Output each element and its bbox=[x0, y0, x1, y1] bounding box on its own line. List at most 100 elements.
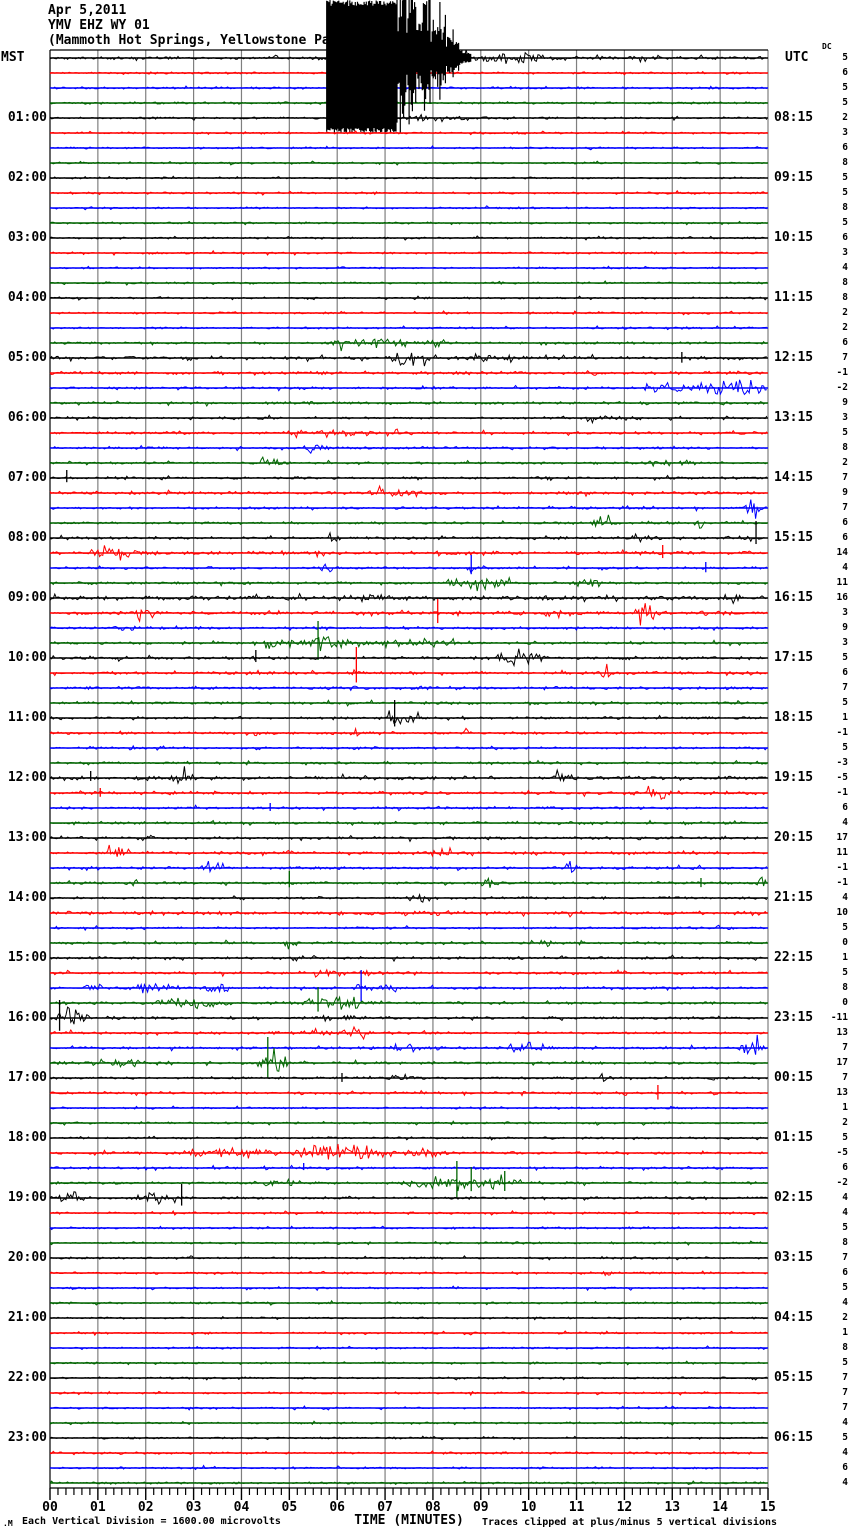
trace-row-95 bbox=[49, 1480, 768, 1485]
trace-noise bbox=[49, 1072, 768, 1083]
trace-noise bbox=[49, 685, 768, 692]
trace-row-14 bbox=[49, 265, 768, 270]
trace-row-61 bbox=[49, 968, 768, 978]
trace-row-8 bbox=[49, 175, 768, 180]
trace-noise bbox=[49, 939, 768, 950]
trace-row-25 bbox=[50, 428, 768, 440]
trace-noise bbox=[49, 1143, 767, 1160]
trace-row-7 bbox=[49, 160, 768, 166]
trace-noise bbox=[49, 1209, 768, 1216]
trace-noise bbox=[49, 1480, 767, 1485]
trace-noise bbox=[49, 1390, 767, 1397]
grid bbox=[49, 49, 769, 1500]
trace-row-59 bbox=[49, 939, 768, 950]
trace-noise bbox=[49, 699, 767, 707]
trace-row-28 bbox=[49, 470, 768, 483]
trace-noise bbox=[49, 370, 767, 376]
trace-row-16 bbox=[49, 295, 768, 301]
main-event-blob bbox=[326, 0, 472, 133]
trace-noise bbox=[49, 456, 768, 468]
trace-row-65 bbox=[49, 1025, 768, 1041]
trace-noise bbox=[49, 484, 767, 498]
trace-noise bbox=[49, 592, 767, 605]
trace-row-76 bbox=[49, 1184, 768, 1206]
trace-noise bbox=[49, 175, 767, 180]
trace-noise bbox=[49, 145, 767, 151]
trace-noise bbox=[49, 499, 767, 519]
trace-row-20 bbox=[49, 352, 768, 367]
trace-noise bbox=[49, 1105, 767, 1111]
trace-noise bbox=[49, 710, 767, 726]
trace-row-5 bbox=[49, 130, 768, 136]
trace-noise bbox=[49, 205, 767, 211]
trace-row-43 bbox=[49, 699, 768, 707]
trace-noise bbox=[49, 759, 767, 766]
trace-row-23 bbox=[49, 400, 768, 408]
trace-row-24 bbox=[49, 414, 768, 425]
trace-noise bbox=[49, 295, 768, 301]
trace-row-57 bbox=[49, 909, 768, 918]
trace-row-22 bbox=[49, 379, 768, 396]
trace-row-66 bbox=[49, 1034, 768, 1056]
trace-row-32 bbox=[49, 521, 768, 545]
trace-row-18 bbox=[50, 325, 768, 331]
trace-noise bbox=[49, 1285, 767, 1292]
trace-row-33 bbox=[49, 545, 768, 561]
trace-noise bbox=[49, 603, 768, 626]
trace-noise bbox=[49, 968, 768, 978]
trace-noise bbox=[49, 474, 768, 482]
traces bbox=[49, 0, 768, 1485]
trace-noise bbox=[49, 99, 767, 106]
trace-noise bbox=[49, 954, 767, 963]
trace-noise bbox=[49, 625, 767, 632]
trace-row-68 bbox=[49, 1072, 768, 1083]
trace-noise bbox=[49, 249, 767, 256]
trace-row-9 bbox=[49, 189, 768, 196]
trace-row-13 bbox=[49, 249, 768, 256]
trace-noise bbox=[49, 1240, 767, 1246]
trace-noise bbox=[49, 819, 767, 827]
trace-row-54 bbox=[49, 860, 768, 874]
trace-row-19 bbox=[49, 338, 768, 352]
trace-row-67 bbox=[49, 1037, 768, 1079]
trace-row-87 bbox=[49, 1360, 768, 1366]
trace-row-39 bbox=[49, 621, 768, 660]
trace-noise bbox=[49, 1225, 768, 1231]
trace-noise bbox=[49, 575, 768, 592]
trace-noise bbox=[49, 1464, 767, 1471]
trace-noise bbox=[49, 744, 768, 751]
trace-noise bbox=[49, 130, 768, 136]
trace-row-85 bbox=[49, 1330, 768, 1337]
trace-noise bbox=[49, 310, 768, 316]
trace-noise bbox=[49, 1135, 767, 1141]
trace-noise bbox=[50, 85, 768, 90]
trace-noise bbox=[49, 1420, 767, 1426]
header-date: Apr 5,2011 bbox=[48, 3, 127, 18]
trace-row-80 bbox=[49, 1255, 768, 1261]
header-station: YMV EHZ WY 01 bbox=[48, 18, 150, 33]
trace-row-63 bbox=[49, 987, 768, 1012]
trace-noise bbox=[50, 924, 767, 932]
trace-noise bbox=[49, 189, 767, 196]
trace-row-74 bbox=[49, 1163, 768, 1172]
trace-row-78 bbox=[49, 1225, 768, 1231]
trace-row-45 bbox=[49, 726, 768, 737]
trace-noise bbox=[49, 995, 768, 1010]
trace-row-50 bbox=[49, 803, 768, 812]
trace-row-12 bbox=[49, 235, 768, 241]
trace-noise bbox=[49, 1047, 767, 1072]
trace-row-94 bbox=[49, 1464, 768, 1471]
trace-row-75 bbox=[49, 1161, 768, 1199]
trace-noise bbox=[49, 909, 768, 918]
trace-noise bbox=[49, 563, 768, 574]
trace-noise bbox=[49, 1299, 768, 1306]
trace-noise bbox=[50, 325, 767, 331]
trace-row-52 bbox=[49, 834, 768, 843]
trace-row-91 bbox=[49, 1420, 768, 1426]
trace-row-34 bbox=[49, 555, 768, 575]
trace-noise bbox=[49, 1034, 768, 1056]
trace-noise bbox=[49, 1405, 767, 1411]
trace-row-86 bbox=[49, 1345, 768, 1351]
trace-row-92 bbox=[49, 1435, 768, 1441]
